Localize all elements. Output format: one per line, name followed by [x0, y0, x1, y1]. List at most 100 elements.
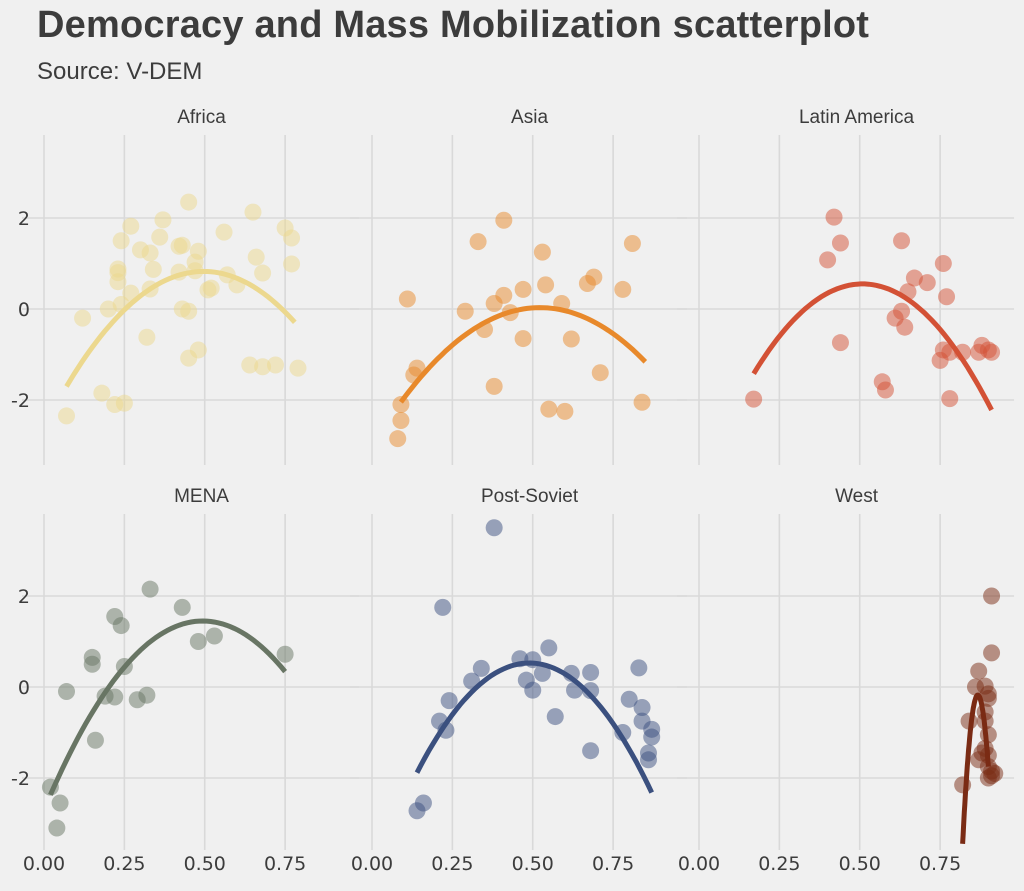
data-point: [58, 683, 76, 701]
data-point: [112, 617, 130, 635]
data-point: [893, 302, 911, 320]
x-tick-label: 0.50: [512, 853, 554, 875]
data-point: [495, 286, 513, 304]
fit-curve-mena: [48, 618, 288, 796]
y-tick-label: 0: [18, 299, 30, 321]
fit-curve-west: [960, 692, 991, 844]
facet-label-west: West: [835, 486, 879, 507]
data-point: [93, 384, 111, 402]
x-tick-label: 0.25: [758, 853, 800, 875]
data-point: [456, 302, 474, 320]
y-tick-label: 0: [18, 677, 30, 699]
data-point: [173, 236, 191, 254]
data-point: [144, 260, 162, 278]
data-point: [202, 279, 220, 297]
data-point: [585, 268, 603, 286]
x-tick-label: 0.75: [919, 853, 961, 875]
data-point: [469, 233, 487, 251]
data-point: [289, 359, 307, 377]
data-point: [918, 274, 936, 292]
data-point: [276, 645, 294, 663]
data-point: [983, 343, 1001, 361]
data-point: [86, 731, 104, 749]
data-point: [266, 356, 284, 374]
data-point: [633, 698, 651, 716]
data-point: [831, 234, 849, 252]
data-point: [633, 393, 651, 411]
fit-curve-asia: [398, 305, 648, 404]
facet-label-post-soviet: Post-Soviet: [481, 486, 579, 507]
facet-label-latin-america: Latin America: [799, 107, 915, 128]
data-point: [122, 217, 140, 235]
data-point: [154, 211, 172, 229]
data-point: [934, 255, 952, 272]
data-point: [99, 300, 117, 318]
data-point: [905, 269, 923, 287]
chart-subtitle: Source: V-DEM: [37, 58, 203, 85]
data-point: [941, 390, 959, 408]
data-point: [825, 208, 843, 226]
data-point: [51, 794, 69, 812]
data-point: [115, 394, 133, 412]
data-point: [180, 193, 198, 211]
data-point: [83, 655, 101, 673]
data-point: [440, 692, 458, 710]
data-point: [48, 819, 66, 837]
facet-label-asia: Asia: [511, 107, 548, 128]
data-point: [524, 681, 542, 699]
x-tick-label: 0.25: [103, 853, 145, 875]
x-tick-label: 0.50: [184, 853, 226, 875]
data-point: [931, 351, 949, 369]
data-point: [896, 318, 914, 336]
data-point: [138, 686, 156, 704]
y-tick-label: -2: [11, 390, 30, 412]
data-point: [591, 364, 609, 382]
data-point: [247, 248, 265, 266]
x-tick-label: 0.00: [351, 853, 393, 875]
data-point: [283, 229, 301, 247]
data-point: [408, 359, 426, 377]
data-point: [876, 381, 894, 399]
data-point: [414, 794, 432, 812]
facet-label-mena: MENA: [174, 486, 229, 507]
data-point: [106, 688, 124, 706]
data-point: [745, 390, 763, 408]
data-point: [819, 251, 837, 269]
data-point: [582, 682, 600, 700]
data-point: [392, 411, 410, 429]
y-tick-label: 2: [18, 586, 30, 608]
data-point: [112, 232, 130, 250]
facet-label-africa: Africa: [177, 107, 226, 128]
x-tick-label: 0.75: [592, 853, 634, 875]
data-point: [893, 232, 911, 250]
data-point: [546, 708, 564, 726]
data-point: [614, 280, 632, 298]
data-point: [582, 742, 600, 760]
data-point: [643, 728, 661, 746]
data-point: [485, 377, 503, 395]
data-point: [495, 211, 513, 229]
data-point: [537, 276, 555, 294]
data-point: [983, 767, 1001, 785]
data-point: [472, 659, 490, 677]
data-point: [630, 659, 648, 677]
data-point: [983, 587, 1001, 605]
data-point: [533, 243, 551, 261]
x-tick-label: 0.75: [264, 853, 306, 875]
data-point: [562, 330, 580, 348]
data-point: [514, 330, 532, 348]
data-point: [173, 598, 191, 616]
data-point: [283, 255, 301, 273]
data-point: [389, 430, 407, 448]
x-tick-label: 0.50: [839, 853, 881, 875]
x-tick-label: 0.00: [23, 853, 65, 875]
data-point: [556, 402, 574, 420]
data-point: [514, 280, 532, 298]
x-tick-label: 0.25: [431, 853, 473, 875]
data-point: [109, 260, 127, 278]
data-point: [979, 689, 997, 707]
fit-curve-post-soviet: [414, 660, 654, 794]
data-point: [254, 264, 272, 282]
data-point: [831, 334, 849, 352]
data-point: [241, 356, 259, 374]
